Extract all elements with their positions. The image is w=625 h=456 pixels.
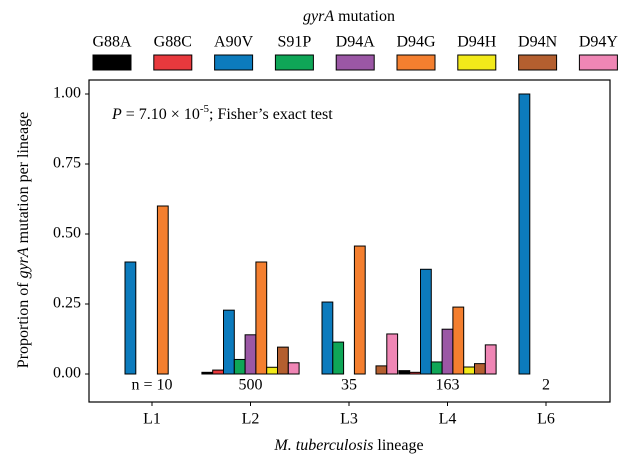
y-tick-label: 0.75: [53, 155, 81, 172]
bar: [201, 371, 214, 375]
annotation: P = 7.10 × 10-5; Fisher’s exact test: [111, 103, 333, 123]
x-tick-label: L6: [537, 411, 555, 428]
x-label-text: lineage: [377, 437, 423, 454]
bar: [266, 366, 279, 375]
bar: [233, 358, 246, 375]
bar: [386, 333, 399, 375]
y-axis-label: Proportion of gyrA mutation per lineage: [15, 112, 32, 368]
legend-swatch: [457, 54, 497, 71]
annotation-italic: P: [111, 106, 122, 123]
bar: [474, 363, 486, 375]
n-label: 163: [436, 377, 460, 394]
legend-title: gyrA mutation: [303, 8, 395, 25]
bar: [518, 93, 531, 375]
bar: [277, 346, 289, 375]
n-label: 2: [542, 377, 550, 394]
legend-swatch: [274, 54, 314, 71]
bar: [452, 306, 465, 375]
n-label: 500: [239, 377, 263, 394]
bar: [223, 309, 235, 375]
y-label-after: mutation per lineage: [15, 112, 32, 244]
bar: [332, 341, 345, 375]
x-tick-label: L2: [242, 411, 260, 428]
x-axis-label: M. tuberculosis lineage: [273, 437, 423, 454]
bar: [463, 366, 476, 375]
legend-title-text: mutation: [338, 8, 395, 25]
bar: [255, 261, 268, 375]
legend-swatch: [335, 54, 375, 71]
legend-title-italic: gyrA: [303, 8, 334, 25]
x-tick-label: L1: [143, 411, 161, 428]
n-label: 35: [341, 377, 357, 394]
y-tick-label: 0.00: [53, 365, 81, 382]
legend-swatch: [153, 54, 193, 71]
bar: [244, 334, 257, 375]
legend-swatch: [518, 54, 558, 71]
bar: [409, 371, 422, 375]
bar: [124, 261, 137, 375]
legend-label: D94Y: [579, 34, 619, 51]
y-label-italic: gyrA: [15, 247, 32, 278]
bar: [287, 362, 300, 375]
legend-label: D94H: [457, 34, 497, 51]
legend-label: D94N: [518, 34, 558, 51]
annotation-text: = 7.10 × 10: [126, 106, 200, 123]
y-tick-label: 1.00: [53, 85, 81, 102]
legend-label: G88A: [92, 34, 132, 51]
bar: [321, 301, 334, 375]
legend-label: G88C: [154, 34, 192, 51]
y-tick-label: 0.50: [53, 225, 81, 242]
legend-swatch: [214, 54, 254, 71]
n-label: n = 10: [131, 377, 172, 394]
bar: [375, 365, 388, 375]
legend-swatch: [92, 54, 132, 71]
legend-label: S91P: [278, 34, 312, 51]
y-label-before: Proportion of: [15, 282, 32, 368]
legend-swatch: [396, 54, 436, 71]
y-tick-label: 0.25: [53, 295, 81, 312]
bar: [398, 370, 411, 375]
legend-label: D94A: [336, 34, 376, 51]
x-tick-label: L4: [439, 411, 457, 428]
bar: [441, 328, 454, 375]
legend-label: A90V: [214, 34, 254, 51]
legend-label: D94G: [396, 34, 436, 51]
bar: [353, 245, 366, 375]
legend-swatch: [578, 54, 618, 71]
bar: [156, 205, 169, 375]
x-label-italic: M. tuberculosis: [273, 437, 373, 454]
bar: [212, 369, 224, 375]
annotation-after: ; Fisher’s exact test: [209, 106, 333, 123]
annotation-sup: -5: [200, 103, 210, 115]
bar: [484, 344, 497, 375]
x-tick-label: L3: [340, 411, 358, 428]
bar: [430, 361, 443, 375]
bar: [420, 268, 432, 375]
